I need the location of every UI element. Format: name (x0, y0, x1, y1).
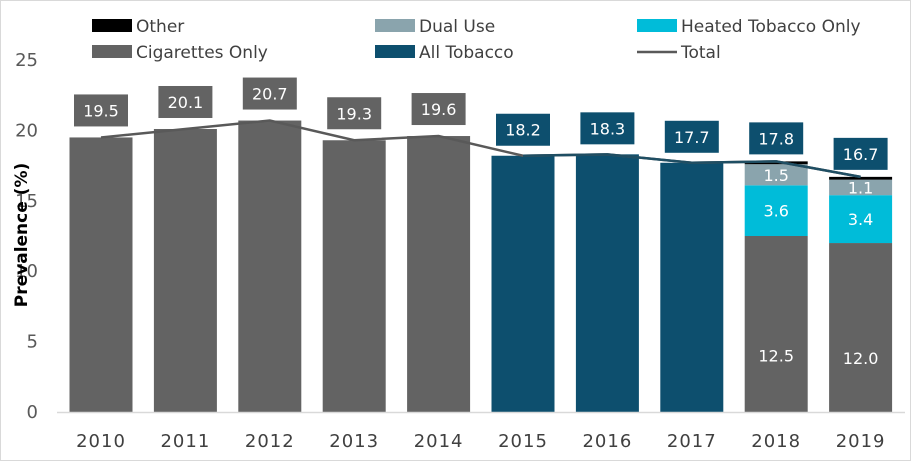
segment-value-label: 3.4 (848, 210, 873, 229)
legend-swatch (92, 19, 132, 32)
bar-segment-cigarettes-only (407, 136, 471, 413)
total-value-label-box (833, 137, 888, 170)
bar-segment-cigarettes-only (69, 137, 133, 412)
bar-segment-dual-use (744, 164, 808, 186)
total-value-label-box (158, 85, 213, 118)
bar-segment-cigarettes-only (829, 243, 893, 412)
x-tick-label: 2016 (582, 431, 632, 452)
bar-segment-heated-tobacco-only (829, 195, 893, 244)
legend-label: All Tobacco (419, 43, 514, 63)
total-value-label: 18.2 (505, 121, 541, 140)
x-tick-label: 2019 (836, 431, 886, 452)
bar-segment-dual-use (829, 179, 893, 196)
total-value-label: 20.1 (168, 93, 204, 112)
total-value-label-box (74, 94, 128, 127)
segment-value-label: 1.5 (763, 166, 788, 185)
bars (69, 120, 893, 413)
bar-segment-all-tobacco (660, 162, 724, 412)
segment-value-label: 12.5 (758, 347, 794, 366)
x-tick-label: 2011 (160, 431, 210, 452)
legend-swatch (637, 19, 677, 32)
total-value-label: 17.7 (674, 128, 710, 147)
bar-segment-all-tobacco (491, 155, 555, 412)
data-labels: 12.5 3.6 1.5 12.0 3.4 1.1 19.5 20.1 20.7 19.3 19.6… (74, 77, 888, 368)
total-value-label: 19.6 (421, 100, 457, 119)
bar-segment-all-tobacco (575, 154, 639, 412)
bar-segment-cigarettes-only (322, 140, 386, 413)
total-value-label: 19.5 (83, 101, 119, 120)
legend-swatch (92, 45, 132, 58)
segment-value-label: 12.0 (843, 349, 879, 368)
total-value-label-box (749, 122, 804, 155)
y-tick-label: 25 (15, 50, 38, 71)
total-value-label-box (411, 93, 466, 126)
bar-segment-heated-tobacco-only (744, 185, 808, 236)
bar-segment-cigarettes-only (238, 120, 302, 412)
x-tick-label: 2017 (667, 431, 717, 452)
total-value-label-box (327, 97, 382, 130)
bar-segment-other (829, 176, 893, 180)
legend-label: Heated Tobacco Only (681, 17, 861, 37)
x-tick-label: 2010 (76, 431, 126, 452)
y-tick-label: 20 (15, 120, 38, 141)
total-value-label: 19.3 (336, 104, 372, 123)
total-line-layer (100, 119, 861, 179)
legend-label: Total (680, 43, 721, 63)
x-tick-label: 2013 (329, 431, 379, 452)
legend-label: Cigarettes Only (136, 43, 268, 63)
legend-label: Dual Use (419, 17, 495, 37)
legend-label: Other (136, 17, 184, 37)
y-tick-label: 0 (27, 402, 38, 423)
total-value-label-box (242, 77, 297, 110)
bar-segment-cigarettes-only (153, 128, 217, 412)
legend-swatch (375, 19, 415, 32)
bar-segment-other (744, 161, 808, 165)
total-value-label: 20.7 (252, 85, 288, 104)
y-axis: 0 5 20 25 10 15 (15, 50, 38, 423)
y-tick-label: 5 (27, 332, 38, 353)
y-tick-label-obscured: 15 (15, 191, 38, 212)
segment-value-label: 1.1 (848, 178, 873, 197)
y-tick-label-obscured: 10 (15, 261, 38, 282)
total-value-label: 17.8 (758, 129, 794, 148)
legend: Other Dual Use Heated Tobacco Only Cigarett… (92, 17, 861, 63)
legend-swatch (375, 45, 415, 58)
segment-value-label: 3.6 (763, 202, 788, 221)
x-axis: 2010 2011 2012 2013 2014 2015 2016 2017 2018 2019 (57, 411, 905, 452)
total-value-label-box (496, 113, 550, 146)
total-value-label: 16.7 (843, 145, 879, 164)
x-tick-label: 2015 (498, 431, 548, 452)
x-tick-label: 2014 (414, 431, 464, 452)
total-line-recent (522, 153, 861, 179)
x-tick-label: 2018 (751, 431, 801, 452)
x-tick-label: 2012 (245, 431, 295, 452)
total-value-label: 18.3 (590, 119, 626, 138)
bar-segment-cigarettes-only (744, 236, 808, 412)
total-value-label-box (580, 112, 635, 145)
total-value-label-box (664, 120, 719, 153)
y-axis-title: Prevalence (%) (12, 163, 32, 307)
